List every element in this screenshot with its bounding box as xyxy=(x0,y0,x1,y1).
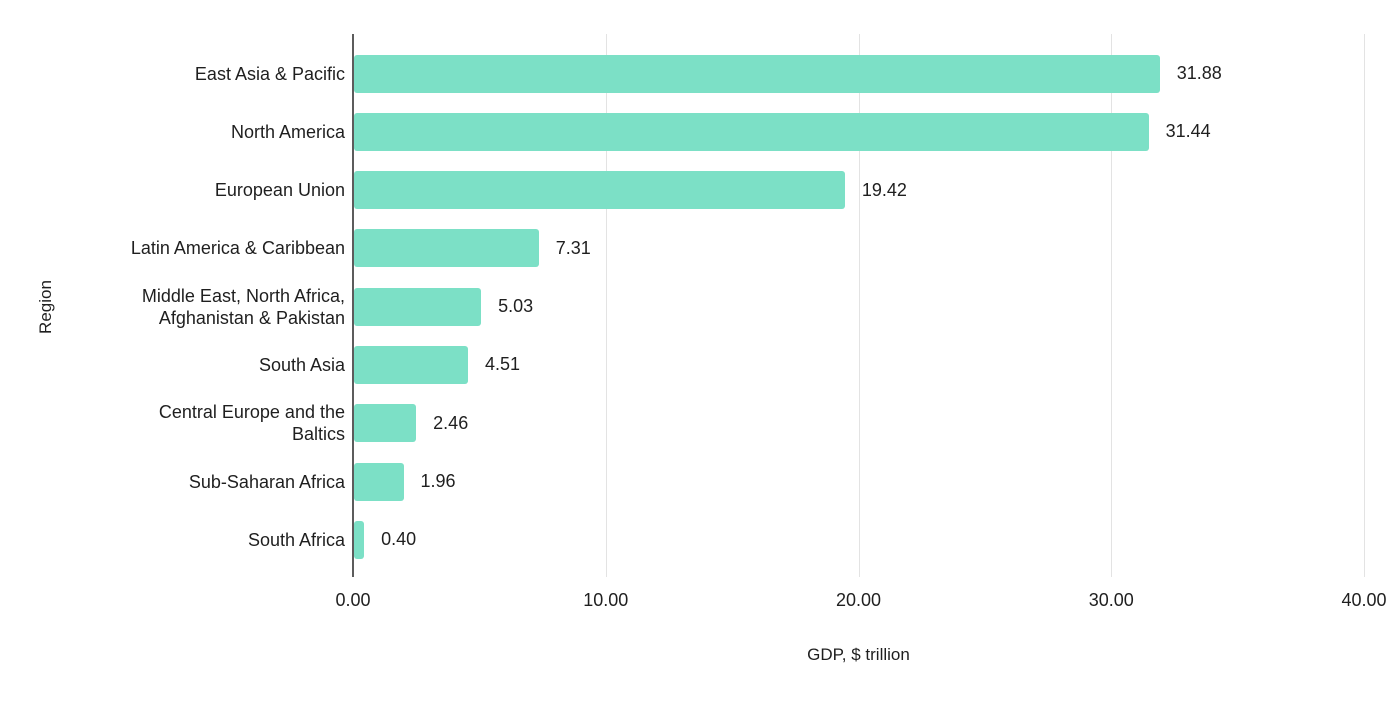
gridline xyxy=(858,34,860,577)
bar xyxy=(354,345,468,384)
x-tick-label: 0.00 xyxy=(335,590,371,610)
gridline xyxy=(605,34,607,577)
plot-area: 31.88 31.44 19.42 7.31 5.03 4.51 2.46 1.96 0.40 xyxy=(352,34,1365,577)
bar-value-label: 7.31 xyxy=(555,237,591,258)
bar-value-label: 31.88 xyxy=(1176,63,1222,84)
gridline xyxy=(1364,34,1365,577)
x-tick-label: 30.00 xyxy=(1088,590,1134,610)
x-tick-label: 10.00 xyxy=(583,590,629,610)
bar xyxy=(354,462,404,501)
bar xyxy=(354,229,539,268)
x-tick-label: 40.00 xyxy=(1341,590,1387,610)
bar xyxy=(354,112,1149,151)
bar-value-label: 0.40 xyxy=(381,529,417,550)
bar-value-label: 31.44 xyxy=(1165,121,1211,142)
gridline xyxy=(1111,34,1113,577)
bar-value-label: 5.03 xyxy=(498,296,534,317)
category-label: Latin America & Caribbean xyxy=(130,238,345,259)
category-label: Middle East, North Africa, Afghanistan &… xyxy=(141,285,345,328)
x-axis-title: GDP, $ trillion xyxy=(807,645,910,664)
bar-value-label: 2.46 xyxy=(433,412,469,433)
category-label: European Union xyxy=(214,180,345,201)
bar xyxy=(354,404,417,443)
x-tick-label: 20.00 xyxy=(835,590,882,610)
bar xyxy=(354,54,1160,93)
y-axis-line xyxy=(352,34,354,577)
bar-value-label: 1.96 xyxy=(420,471,456,492)
category-label: South Asia xyxy=(258,354,345,375)
category-label: Sub-Saharan Africa xyxy=(188,471,345,492)
bar-value-label: 19.42 xyxy=(861,179,907,200)
bar xyxy=(354,171,845,210)
category-label: Central Europe and the Baltics xyxy=(158,402,345,445)
y-axis-title: Region xyxy=(36,279,55,334)
category-label: North America xyxy=(230,121,345,142)
category-label: South Africa xyxy=(247,529,345,550)
bar xyxy=(354,520,365,559)
category-label: East Asia & Pacific xyxy=(194,63,345,84)
bar-value-label: 4.51 xyxy=(484,354,521,375)
bar xyxy=(354,287,482,326)
